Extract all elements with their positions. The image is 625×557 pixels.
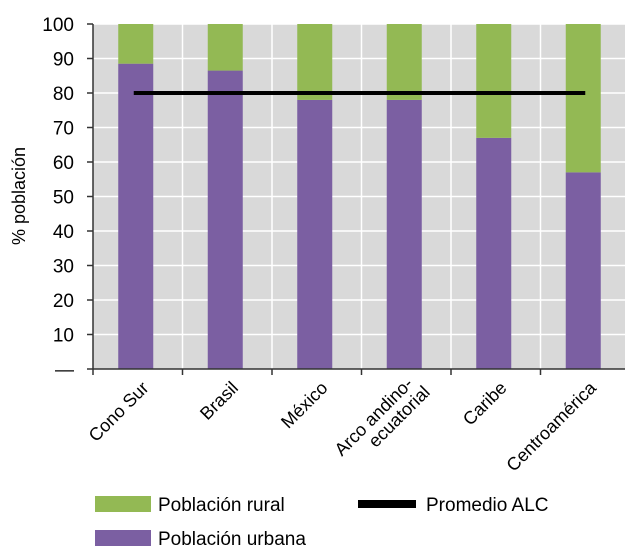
bar-poblacion-urbana — [386, 99, 422, 370]
y-axis-label: % población — [9, 147, 29, 245]
legend-label: Población rural — [158, 495, 285, 516]
bar-poblacion-urbana — [565, 172, 601, 369]
bar-poblacion-urbana — [207, 70, 243, 369]
x-tick-label: México — [277, 378, 331, 432]
bar-poblacion-urbana — [297, 99, 333, 370]
y-tick-label: 30 — [53, 257, 74, 278]
x-tick-label: Arco andino-ecuatorial — [331, 369, 434, 472]
y-tick-label: 90 — [53, 50, 74, 71]
bar-poblacion-rural — [386, 24, 422, 100]
legend: Población rural Promedio ALC Población urb… — [95, 495, 549, 550]
bar-poblacion-urbana — [476, 137, 512, 369]
y-tick-labels: — 10 20 30 40 50 60 70 80 90 100 — [42, 15, 74, 381]
legend-label: Población urbana — [158, 529, 306, 550]
y-tick-label: — — [55, 360, 74, 381]
legend-line-swatch — [358, 500, 416, 508]
bar-poblacion-rural — [476, 24, 512, 138]
y-tick-label: 100 — [42, 15, 74, 36]
y-tick-label: 40 — [53, 222, 74, 243]
y-tick-label: 20 — [53, 291, 74, 312]
bar-poblacion-rural — [297, 24, 333, 100]
x-tick-label: Cono Sur — [85, 378, 153, 446]
bars — [118, 24, 601, 370]
bar-poblacion-urbana — [118, 63, 154, 370]
y-tick-label: 60 — [53, 153, 74, 174]
bar-poblacion-rural — [118, 24, 154, 64]
y-tick-label: 50 — [53, 188, 74, 209]
y-tick-label: 80 — [53, 84, 74, 105]
axes — [87, 23, 625, 375]
bar-poblacion-rural — [565, 24, 601, 173]
y-tick-label: 70 — [53, 119, 74, 140]
bar-poblacion-rural — [207, 24, 243, 71]
x-tick-label: Brasil — [196, 378, 242, 424]
legend-label: Promedio ALC — [426, 495, 549, 516]
legend-swatch — [95, 530, 151, 546]
x-tick-label: Caribe — [459, 378, 511, 430]
x-tick-label: Centroamérica — [502, 377, 600, 475]
legend-swatch — [95, 496, 151, 512]
y-tick-label: 10 — [53, 326, 74, 347]
